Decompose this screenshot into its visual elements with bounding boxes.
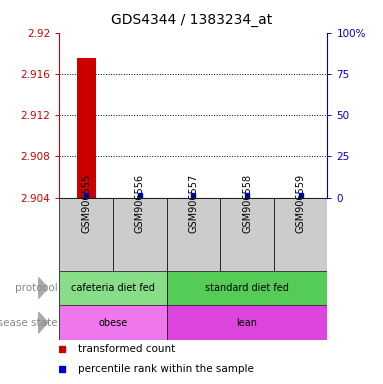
Text: protocol: protocol (15, 283, 57, 293)
Text: GDS4344 / 1383234_at: GDS4344 / 1383234_at (111, 13, 272, 27)
Bar (77, 58, 96, 198)
Text: GSM906557: GSM906557 (188, 174, 198, 233)
Text: obese: obese (98, 318, 128, 328)
Bar (220, 198, 274, 271)
Bar (167, 271, 327, 305)
Text: GSM906558: GSM906558 (242, 174, 252, 233)
Bar (59, 198, 113, 271)
Bar (113, 198, 167, 271)
Bar (59, 271, 167, 305)
Bar (59, 305, 167, 340)
Bar (274, 198, 327, 271)
Text: transformed count: transformed count (78, 344, 175, 354)
Polygon shape (39, 312, 48, 333)
Bar (167, 305, 327, 340)
Bar (167, 198, 220, 271)
Text: lean: lean (237, 318, 257, 328)
Text: cafeteria diet fed: cafeteria diet fed (71, 283, 155, 293)
Text: percentile rank within the sample: percentile rank within the sample (78, 364, 254, 374)
Text: GSM906555: GSM906555 (81, 174, 91, 233)
Text: GSM906559: GSM906559 (296, 174, 306, 233)
Text: standard diet fed: standard diet fed (205, 283, 289, 293)
Text: GSM906556: GSM906556 (135, 174, 145, 233)
Polygon shape (39, 278, 48, 298)
Text: disease state: disease state (0, 318, 57, 328)
